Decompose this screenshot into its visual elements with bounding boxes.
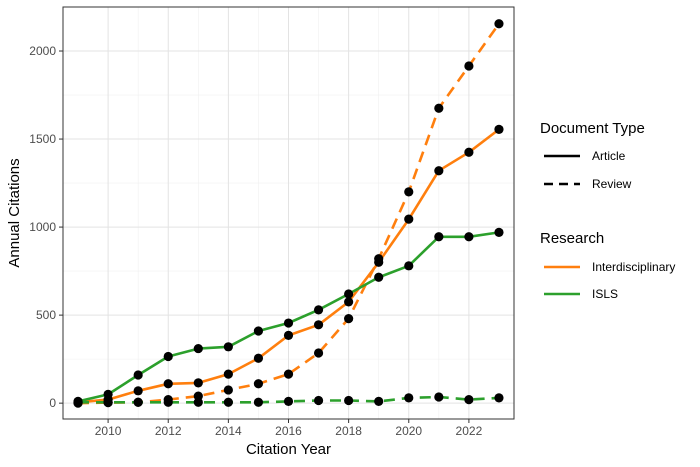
legend-title-document-type: Document Type <box>540 120 645 137</box>
data-point-isls-review <box>193 397 203 407</box>
data-point-isls-article <box>494 227 504 237</box>
data-point-interdisciplinary-article <box>434 166 444 176</box>
data-point-isls-article <box>163 351 173 362</box>
data-point-isls-article <box>103 389 113 399</box>
data-point-isls-review <box>163 397 173 407</box>
data-point-interdisciplinary-article <box>223 369 233 379</box>
data-point-interdisciplinary-article <box>253 353 264 363</box>
data-point-interdisciplinary-article <box>193 378 203 388</box>
data-point-interdisciplinary-article <box>313 320 324 330</box>
data-point-isls-article <box>344 289 354 299</box>
data-point-isls-review <box>103 397 113 407</box>
y-tick-label: 1500 <box>29 132 56 146</box>
data-point-interdisciplinary-review <box>283 369 294 379</box>
data-point-isls-article <box>193 343 203 354</box>
y-axis: 0 500 1000 1500 2000 <box>29 44 63 410</box>
data-point-isls-review <box>253 397 264 407</box>
x-tick-label: 2020 <box>395 424 422 438</box>
x-axis: 2010 2012 2014 2016 2018 2020 2022 <box>95 419 483 438</box>
data-point-isls-review <box>494 393 504 403</box>
data-point-isls-review <box>313 395 324 406</box>
data-point-interdisciplinary-review <box>464 61 474 71</box>
data-point-interdisciplinary-review <box>223 385 233 395</box>
data-point-isls-article <box>404 261 414 271</box>
data-point-interdisciplinary-article <box>163 379 173 389</box>
x-tick-label: 2016 <box>275 424 302 438</box>
data-point-isls-review <box>404 393 414 403</box>
data-point-interdisciplinary-article <box>133 386 143 396</box>
data-point-interdisciplinary-review <box>313 348 324 358</box>
data-point-interdisciplinary-article <box>404 214 414 224</box>
x-tick-label: 2018 <box>335 424 362 438</box>
data-point-interdisciplinary-review <box>404 187 414 197</box>
data-point-isls-article <box>283 318 294 328</box>
data-point-isls-review <box>344 395 354 406</box>
series-line-isls-review <box>78 395 500 404</box>
legend-title-research: Research <box>540 230 604 247</box>
data-point-isls-article <box>313 305 324 315</box>
data-point-interdisciplinary-article <box>283 330 294 340</box>
x-tick-label: 2014 <box>215 424 242 438</box>
data-point-interdisciplinary-article <box>494 124 504 134</box>
data-point-isls-review <box>73 397 83 407</box>
data-point-isls-review <box>283 396 294 406</box>
x-tick-label: 2012 <box>155 424 182 438</box>
y-axis-title: Annual Citations <box>6 158 23 267</box>
y-tick-label: 500 <box>36 308 56 322</box>
x-tick-label: 2022 <box>456 424 483 438</box>
legend-label-article: Article <box>592 149 626 163</box>
y-tick-label: 1000 <box>29 220 56 234</box>
data-point-isls-review <box>223 397 233 407</box>
x-tick-label: 2010 <box>95 424 122 438</box>
data-point-isls-article <box>253 326 264 336</box>
data-point-interdisciplinary-review <box>434 103 444 113</box>
data-point-interdisciplinary-review <box>494 19 504 29</box>
data-point-isls-article <box>464 232 474 242</box>
y-tick-label: 2000 <box>29 44 56 58</box>
y-tick-label: 0 <box>49 396 56 410</box>
legend: Document Type Article Review Research In… <box>540 120 675 301</box>
data-point-interdisciplinary-review <box>374 254 384 264</box>
legend-label-review: Review <box>592 177 632 191</box>
data-point-interdisciplinary-article <box>464 147 474 157</box>
x-axis-title: Citation Year <box>246 441 331 458</box>
data-point-interdisciplinary-review <box>344 314 354 324</box>
legend-label-interdisciplinary: Interdisciplinary <box>592 260 675 274</box>
grid-lines <box>63 7 514 419</box>
data-point-isls-review <box>434 392 444 402</box>
data-point-isls-article <box>374 272 384 282</box>
data-point-isls-article <box>223 342 233 352</box>
data-point-isls-article <box>434 232 444 242</box>
data-points <box>73 19 504 408</box>
data-point-isls-review <box>464 395 474 405</box>
series-line-interdisciplinary-review <box>77 22 501 405</box>
legend-label-isls: ISLS <box>592 287 618 301</box>
data-point-isls-article <box>133 370 143 380</box>
data-point-isls-review <box>374 396 384 406</box>
data-point-interdisciplinary-review <box>253 379 264 389</box>
data-point-interdisciplinary-article <box>344 297 354 307</box>
data-point-isls-review <box>133 397 143 407</box>
